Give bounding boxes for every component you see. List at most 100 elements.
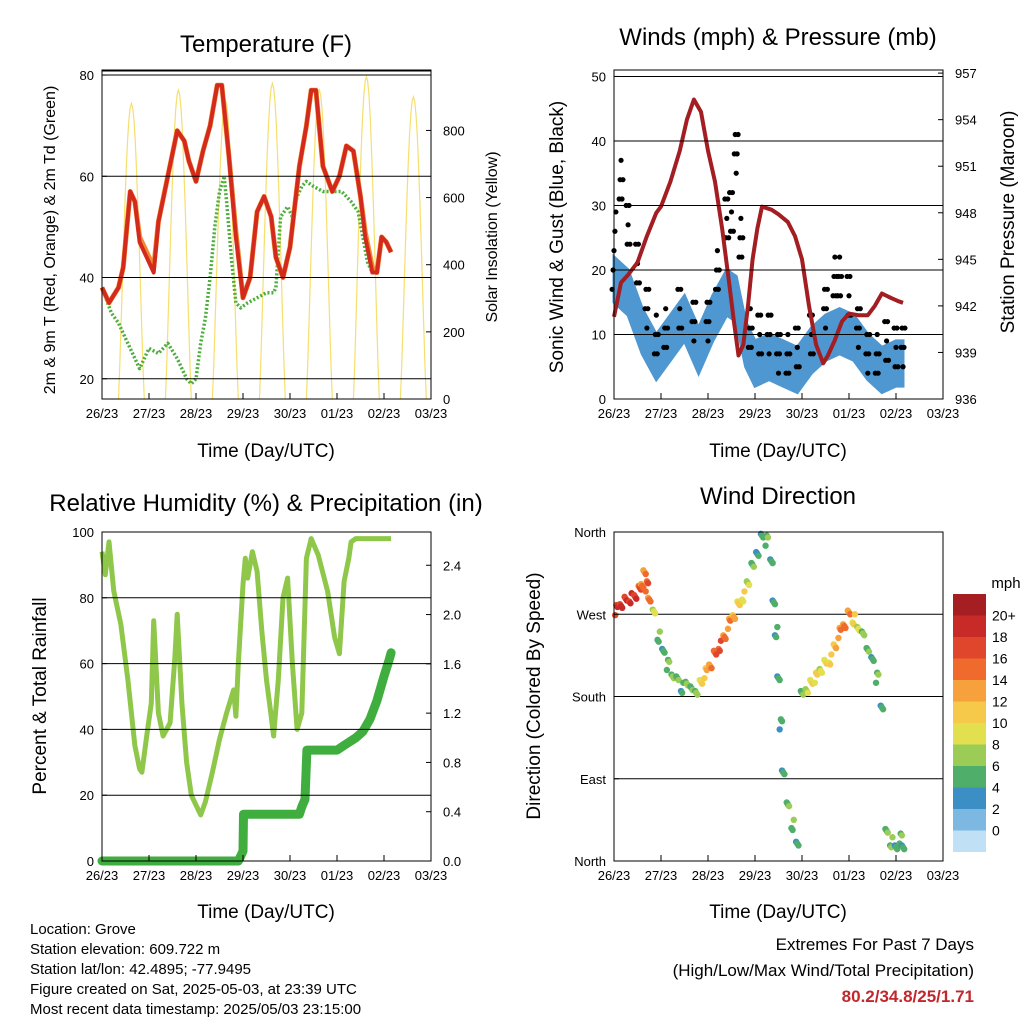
y-tick-label: 100	[72, 525, 94, 540]
legend-swatch	[953, 744, 986, 766]
gust-point	[691, 338, 697, 344]
legend-swatch	[953, 594, 986, 616]
gust-point	[810, 351, 816, 357]
direction-point	[875, 671, 882, 678]
direction-point	[724, 625, 732, 633]
x-tick-label: 28/23	[180, 406, 213, 421]
direction-point	[701, 675, 708, 682]
direction-point	[865, 648, 873, 655]
legend-label: 6	[992, 758, 1000, 774]
direction-point	[762, 542, 769, 549]
gust-point	[730, 228, 736, 234]
gust-point	[726, 235, 732, 241]
y2-tick-label: 2.0	[443, 608, 461, 623]
legend-swatch	[953, 701, 986, 723]
y2-tick-label: 200	[443, 325, 465, 340]
y2-tick-label: 0.4	[443, 805, 461, 820]
gust-point	[857, 306, 863, 312]
direction-point	[774, 623, 781, 631]
x-tick-label: 27/23	[645, 406, 678, 421]
direction-point	[901, 845, 908, 853]
gust-point	[735, 131, 741, 138]
direction-point	[716, 647, 723, 655]
direction-point	[846, 611, 854, 618]
gust-point	[822, 325, 829, 331]
gust-point	[855, 344, 862, 350]
humidity-series	[97, 536, 396, 866]
direction-point	[755, 552, 762, 559]
direction-point	[835, 634, 842, 642]
direction-point	[861, 632, 868, 639]
gust-point	[901, 344, 907, 350]
solar-y2-ticks: 0 200 400 600 800	[426, 123, 465, 407]
legend-label: 8	[992, 737, 1000, 753]
gust-point	[866, 351, 872, 357]
legend-swatch	[953, 787, 986, 809]
gust-point	[876, 351, 882, 357]
x-tick-label: 01/23	[833, 406, 866, 421]
x-tick-label: 29/23	[227, 406, 260, 421]
x-tick-label: 03/23	[927, 868, 960, 883]
humidity-y-ticks: 0 20 40 60 80 100	[72, 525, 107, 869]
gust-point	[766, 351, 772, 357]
legend-label: 20+	[992, 608, 1016, 624]
y-tick-label: 0	[87, 854, 94, 869]
direction-scatter	[611, 530, 908, 853]
y2-tick-label: 0	[443, 392, 450, 407]
gust-point	[733, 170, 739, 176]
y-tick-label: 60	[80, 169, 94, 184]
direction-point	[795, 842, 802, 849]
direction-xlabel: Time (Day/UTC)	[709, 902, 847, 923]
temperature-x-ticks: 26/23 27/23 28/23 29/23 30/23 01/23 02/23 03/23	[86, 393, 447, 421]
y-tick-label: East	[580, 772, 606, 787]
temperature-ylabel: 2m & 9m T (Red, Orange) & 2m Td (Green)	[42, 86, 59, 395]
legend-label: 2	[992, 801, 1000, 817]
y-tick-label: 80	[80, 591, 94, 606]
gust-point	[884, 318, 891, 325]
y2-tick-label: 1.2	[443, 706, 461, 721]
x-tick-label: 27/23	[645, 868, 678, 883]
gust-point	[618, 157, 624, 163]
gust-point	[714, 248, 721, 254]
y-tick-label: 30	[592, 198, 606, 213]
x-tick-label: 28/23	[692, 406, 725, 421]
x-tick-label: 02/23	[368, 868, 401, 883]
direction-title: Wind Direction	[700, 483, 856, 510]
y-tick-label: 20	[80, 788, 94, 803]
direction-point	[879, 706, 887, 713]
direction-point	[884, 829, 891, 836]
station-latlon: Station lat/lon: 42.4895; -77.9495	[30, 961, 252, 978]
solar-arc	[258, 81, 286, 400]
direction-point	[698, 680, 706, 687]
y-tick-label: 50	[592, 69, 606, 84]
y2-tick-label: 1.6	[443, 657, 461, 672]
gust-point	[693, 299, 699, 305]
gust-point	[620, 177, 626, 183]
gust-point	[705, 338, 711, 344]
y2-tick-label: 939	[955, 345, 977, 360]
winds-panel: Winds (mph) & Pressure (mb) 01020304050 …	[547, 24, 1019, 462]
winds-ylabel: Sonic Wind & Gust (Blue, Black)	[547, 101, 568, 373]
gust-point	[900, 364, 906, 370]
direction-point	[889, 834, 896, 841]
direction-point	[769, 559, 776, 567]
x-tick-label: 29/23	[227, 868, 260, 883]
station-location: Location: Grove	[30, 921, 136, 938]
direction-ylabel: Direction (Colored By Speed)	[524, 572, 545, 819]
direction-panel: Wind Direction North East South West North 2…	[524, 483, 1021, 923]
station-elevation: Station elevation: 609.722 m	[30, 941, 221, 958]
legend-label: 12	[992, 694, 1008, 710]
x-tick-label: 01/23	[321, 406, 354, 421]
direction-point	[785, 802, 793, 810]
temperature-y-ticks: 20 40 60 80	[80, 68, 107, 387]
extremes-subtitle: (High/Low/Max Wind/Total Precipitation)	[672, 961, 974, 980]
x-tick-label: 27/23	[133, 406, 166, 421]
legend-swatch	[953, 809, 986, 831]
gust-point	[758, 312, 764, 318]
winds-x-ticks: 26/23 27/23 28/23 29/23 30/23 01/23 02/23 03/23	[598, 393, 959, 421]
gust-point	[664, 325, 671, 331]
gust-point	[692, 318, 698, 325]
x-tick-label: 30/23	[274, 868, 307, 883]
direction-point	[644, 579, 652, 587]
y2-tick-label: 0.8	[443, 755, 461, 770]
